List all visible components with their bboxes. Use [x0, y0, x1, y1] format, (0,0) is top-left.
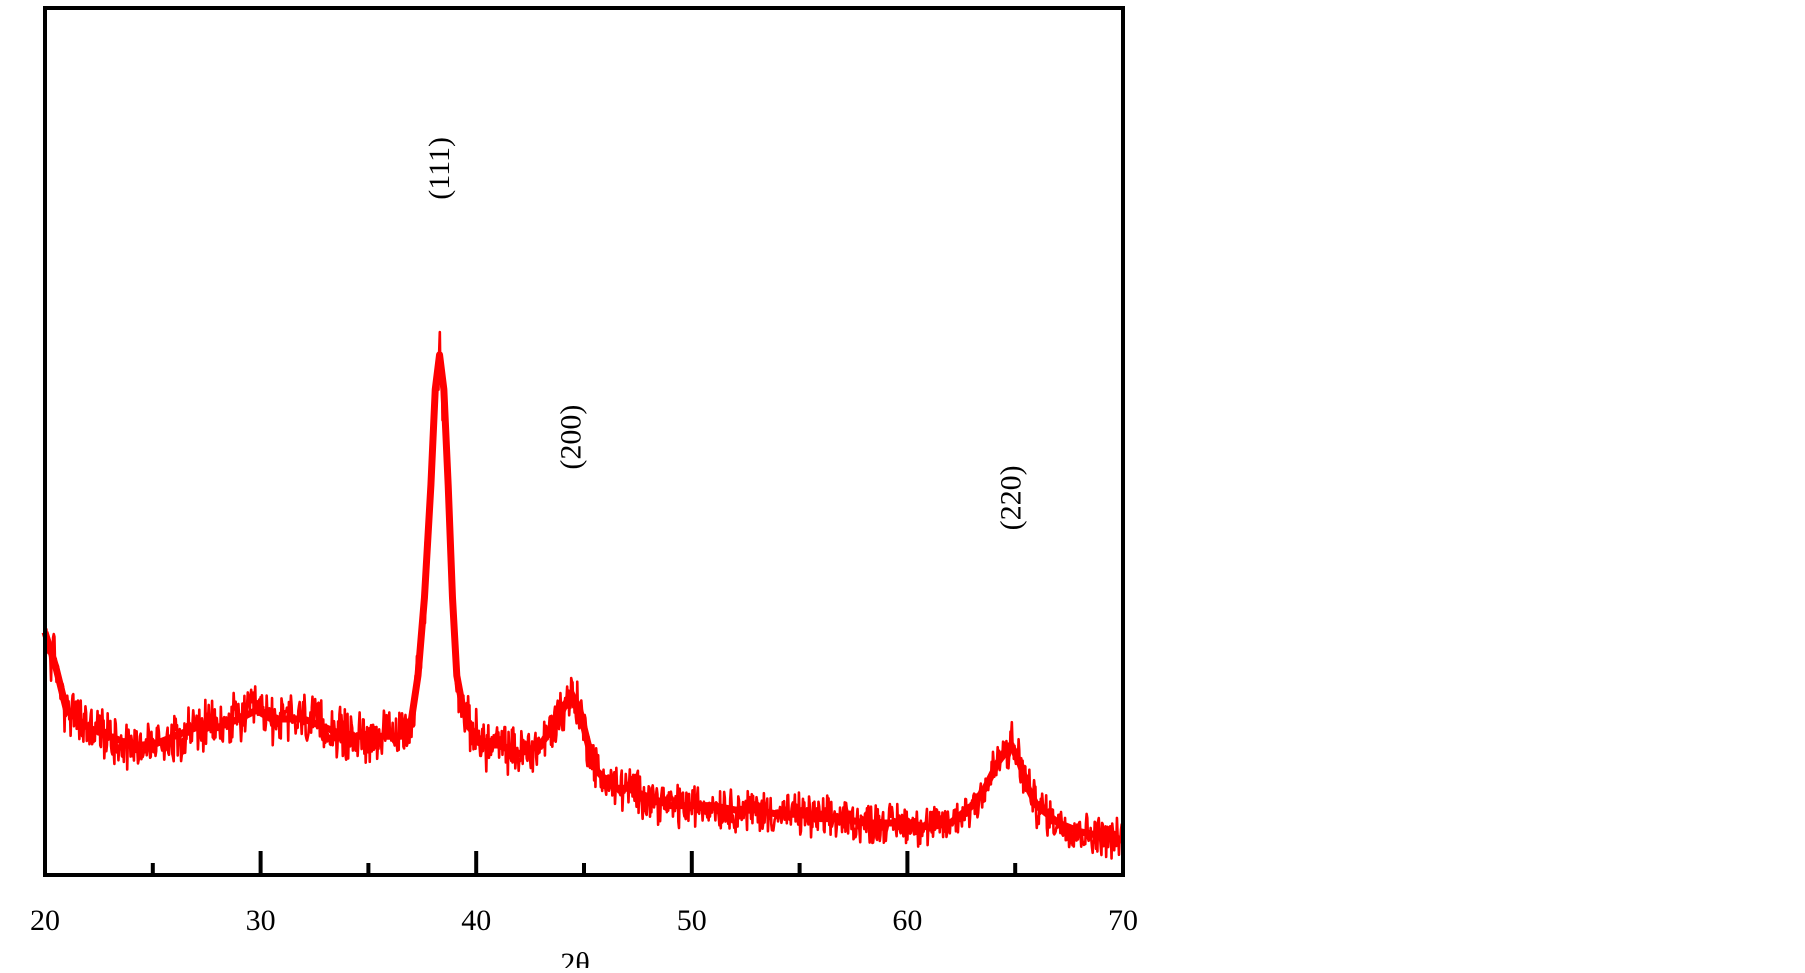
x-tick-label: 40	[461, 904, 491, 937]
peak-labels: (111) (200) (220)	[423, 137, 1027, 530]
x-tick-label: 60	[892, 904, 922, 937]
diffraction-pattern	[41, 330, 1125, 860]
peak-label: (220)	[994, 465, 1027, 530]
x-axis-title: 2θ	[560, 947, 589, 968]
x-tick-label: 30	[246, 904, 276, 937]
x-axis-tick-labels: 20 30 40 50 60 70	[30, 904, 1138, 937]
x-tick-label: 20	[30, 904, 60, 937]
x-tick-label: 70	[1108, 904, 1138, 937]
peak-label: (111)	[423, 137, 456, 200]
peak-label: (200)	[555, 405, 588, 470]
x-axis-ticks	[150, 851, 1018, 875]
diffraction-trace-core	[41, 351, 1124, 844]
x-tick-label: 50	[677, 904, 707, 937]
